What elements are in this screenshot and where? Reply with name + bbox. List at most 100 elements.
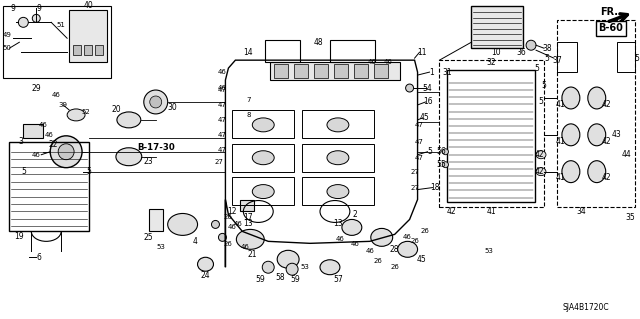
Bar (302, 177, 374, 204)
Text: 37: 37 (552, 56, 562, 65)
Text: 57: 57 (333, 275, 343, 284)
Text: 26: 26 (224, 241, 233, 247)
Text: 42: 42 (602, 173, 612, 182)
Text: 1: 1 (429, 68, 434, 77)
Bar (294, 64, 308, 78)
Circle shape (442, 162, 449, 168)
Text: 7: 7 (246, 97, 251, 103)
Bar (73, 45, 81, 55)
Text: 26: 26 (373, 258, 382, 264)
Bar (440, 60, 544, 207)
Text: 41: 41 (556, 137, 566, 146)
Text: 9: 9 (11, 4, 16, 13)
Text: 18: 18 (429, 183, 439, 192)
Text: B-17-30: B-17-30 (137, 143, 175, 152)
Text: 47: 47 (218, 132, 227, 138)
Circle shape (50, 136, 82, 168)
Text: 13: 13 (243, 219, 253, 228)
Text: 5: 5 (541, 80, 547, 90)
Text: 13: 13 (333, 219, 343, 228)
Text: 46: 46 (367, 59, 376, 65)
Text: 47: 47 (415, 139, 424, 145)
Ellipse shape (320, 260, 340, 275)
Ellipse shape (562, 87, 580, 109)
Text: 20: 20 (111, 106, 121, 115)
Text: 49: 49 (3, 32, 12, 38)
Text: 47: 47 (415, 155, 424, 161)
Text: 58: 58 (275, 273, 285, 282)
Text: 29: 29 (31, 84, 41, 93)
Text: 5: 5 (545, 54, 549, 63)
Text: 23: 23 (144, 157, 154, 166)
Text: 52: 52 (82, 109, 90, 115)
Ellipse shape (562, 161, 580, 182)
Ellipse shape (536, 151, 546, 159)
Text: 12: 12 (228, 207, 237, 216)
Ellipse shape (252, 185, 274, 198)
Circle shape (442, 149, 449, 155)
Text: 46: 46 (218, 69, 227, 75)
Text: 59: 59 (255, 275, 265, 284)
Bar (69, 11, 107, 62)
Text: B-60: B-60 (598, 23, 623, 33)
Text: 41: 41 (486, 207, 496, 216)
Ellipse shape (277, 250, 299, 268)
Circle shape (286, 263, 298, 275)
Circle shape (262, 261, 274, 273)
Bar (302, 144, 374, 172)
Ellipse shape (252, 151, 274, 165)
Text: 47: 47 (218, 87, 227, 93)
Text: 46: 46 (45, 132, 54, 138)
Text: 46: 46 (228, 224, 237, 230)
Bar (95, 45, 103, 55)
Ellipse shape (327, 151, 349, 165)
Text: 28: 28 (390, 245, 399, 254)
Text: 40: 40 (83, 1, 93, 10)
Text: 46: 46 (32, 152, 41, 158)
Text: 44: 44 (621, 150, 632, 159)
Ellipse shape (588, 161, 605, 182)
Text: 46: 46 (403, 234, 412, 240)
Text: 34: 34 (576, 207, 586, 216)
Text: 38: 38 (542, 44, 552, 53)
Text: 51: 51 (57, 22, 65, 28)
Bar (557, 42, 577, 72)
Text: 32: 32 (486, 58, 496, 67)
Bar (471, 6, 523, 48)
Bar (23, 124, 44, 138)
Bar (557, 20, 635, 207)
Text: 42: 42 (447, 207, 456, 216)
Text: 27: 27 (214, 159, 223, 165)
Ellipse shape (397, 241, 417, 257)
Ellipse shape (588, 87, 605, 109)
Text: 43: 43 (612, 130, 621, 139)
Text: 39: 39 (59, 102, 68, 108)
Text: 46: 46 (52, 92, 61, 98)
Ellipse shape (236, 229, 264, 249)
Bar (274, 64, 288, 78)
Text: 59: 59 (290, 275, 300, 284)
Text: 50: 50 (3, 45, 12, 51)
Text: 26: 26 (390, 264, 399, 270)
Ellipse shape (168, 213, 198, 235)
Bar (232, 144, 294, 172)
Text: 42: 42 (602, 100, 612, 109)
Text: 2: 2 (353, 210, 357, 219)
Circle shape (150, 96, 162, 108)
Text: 30: 30 (168, 103, 177, 112)
Text: 54: 54 (422, 84, 433, 93)
Bar (84, 45, 92, 55)
Text: 19: 19 (15, 232, 24, 241)
Text: 5: 5 (539, 98, 543, 107)
Text: 47: 47 (218, 102, 227, 108)
Text: 21: 21 (248, 250, 257, 259)
Ellipse shape (342, 219, 362, 235)
Ellipse shape (116, 148, 142, 166)
Ellipse shape (67, 109, 85, 121)
Bar (302, 110, 374, 138)
Text: 46: 46 (365, 248, 374, 254)
Text: 45: 45 (417, 255, 426, 264)
Ellipse shape (252, 118, 274, 132)
Ellipse shape (198, 257, 214, 271)
Text: 9: 9 (37, 4, 42, 13)
